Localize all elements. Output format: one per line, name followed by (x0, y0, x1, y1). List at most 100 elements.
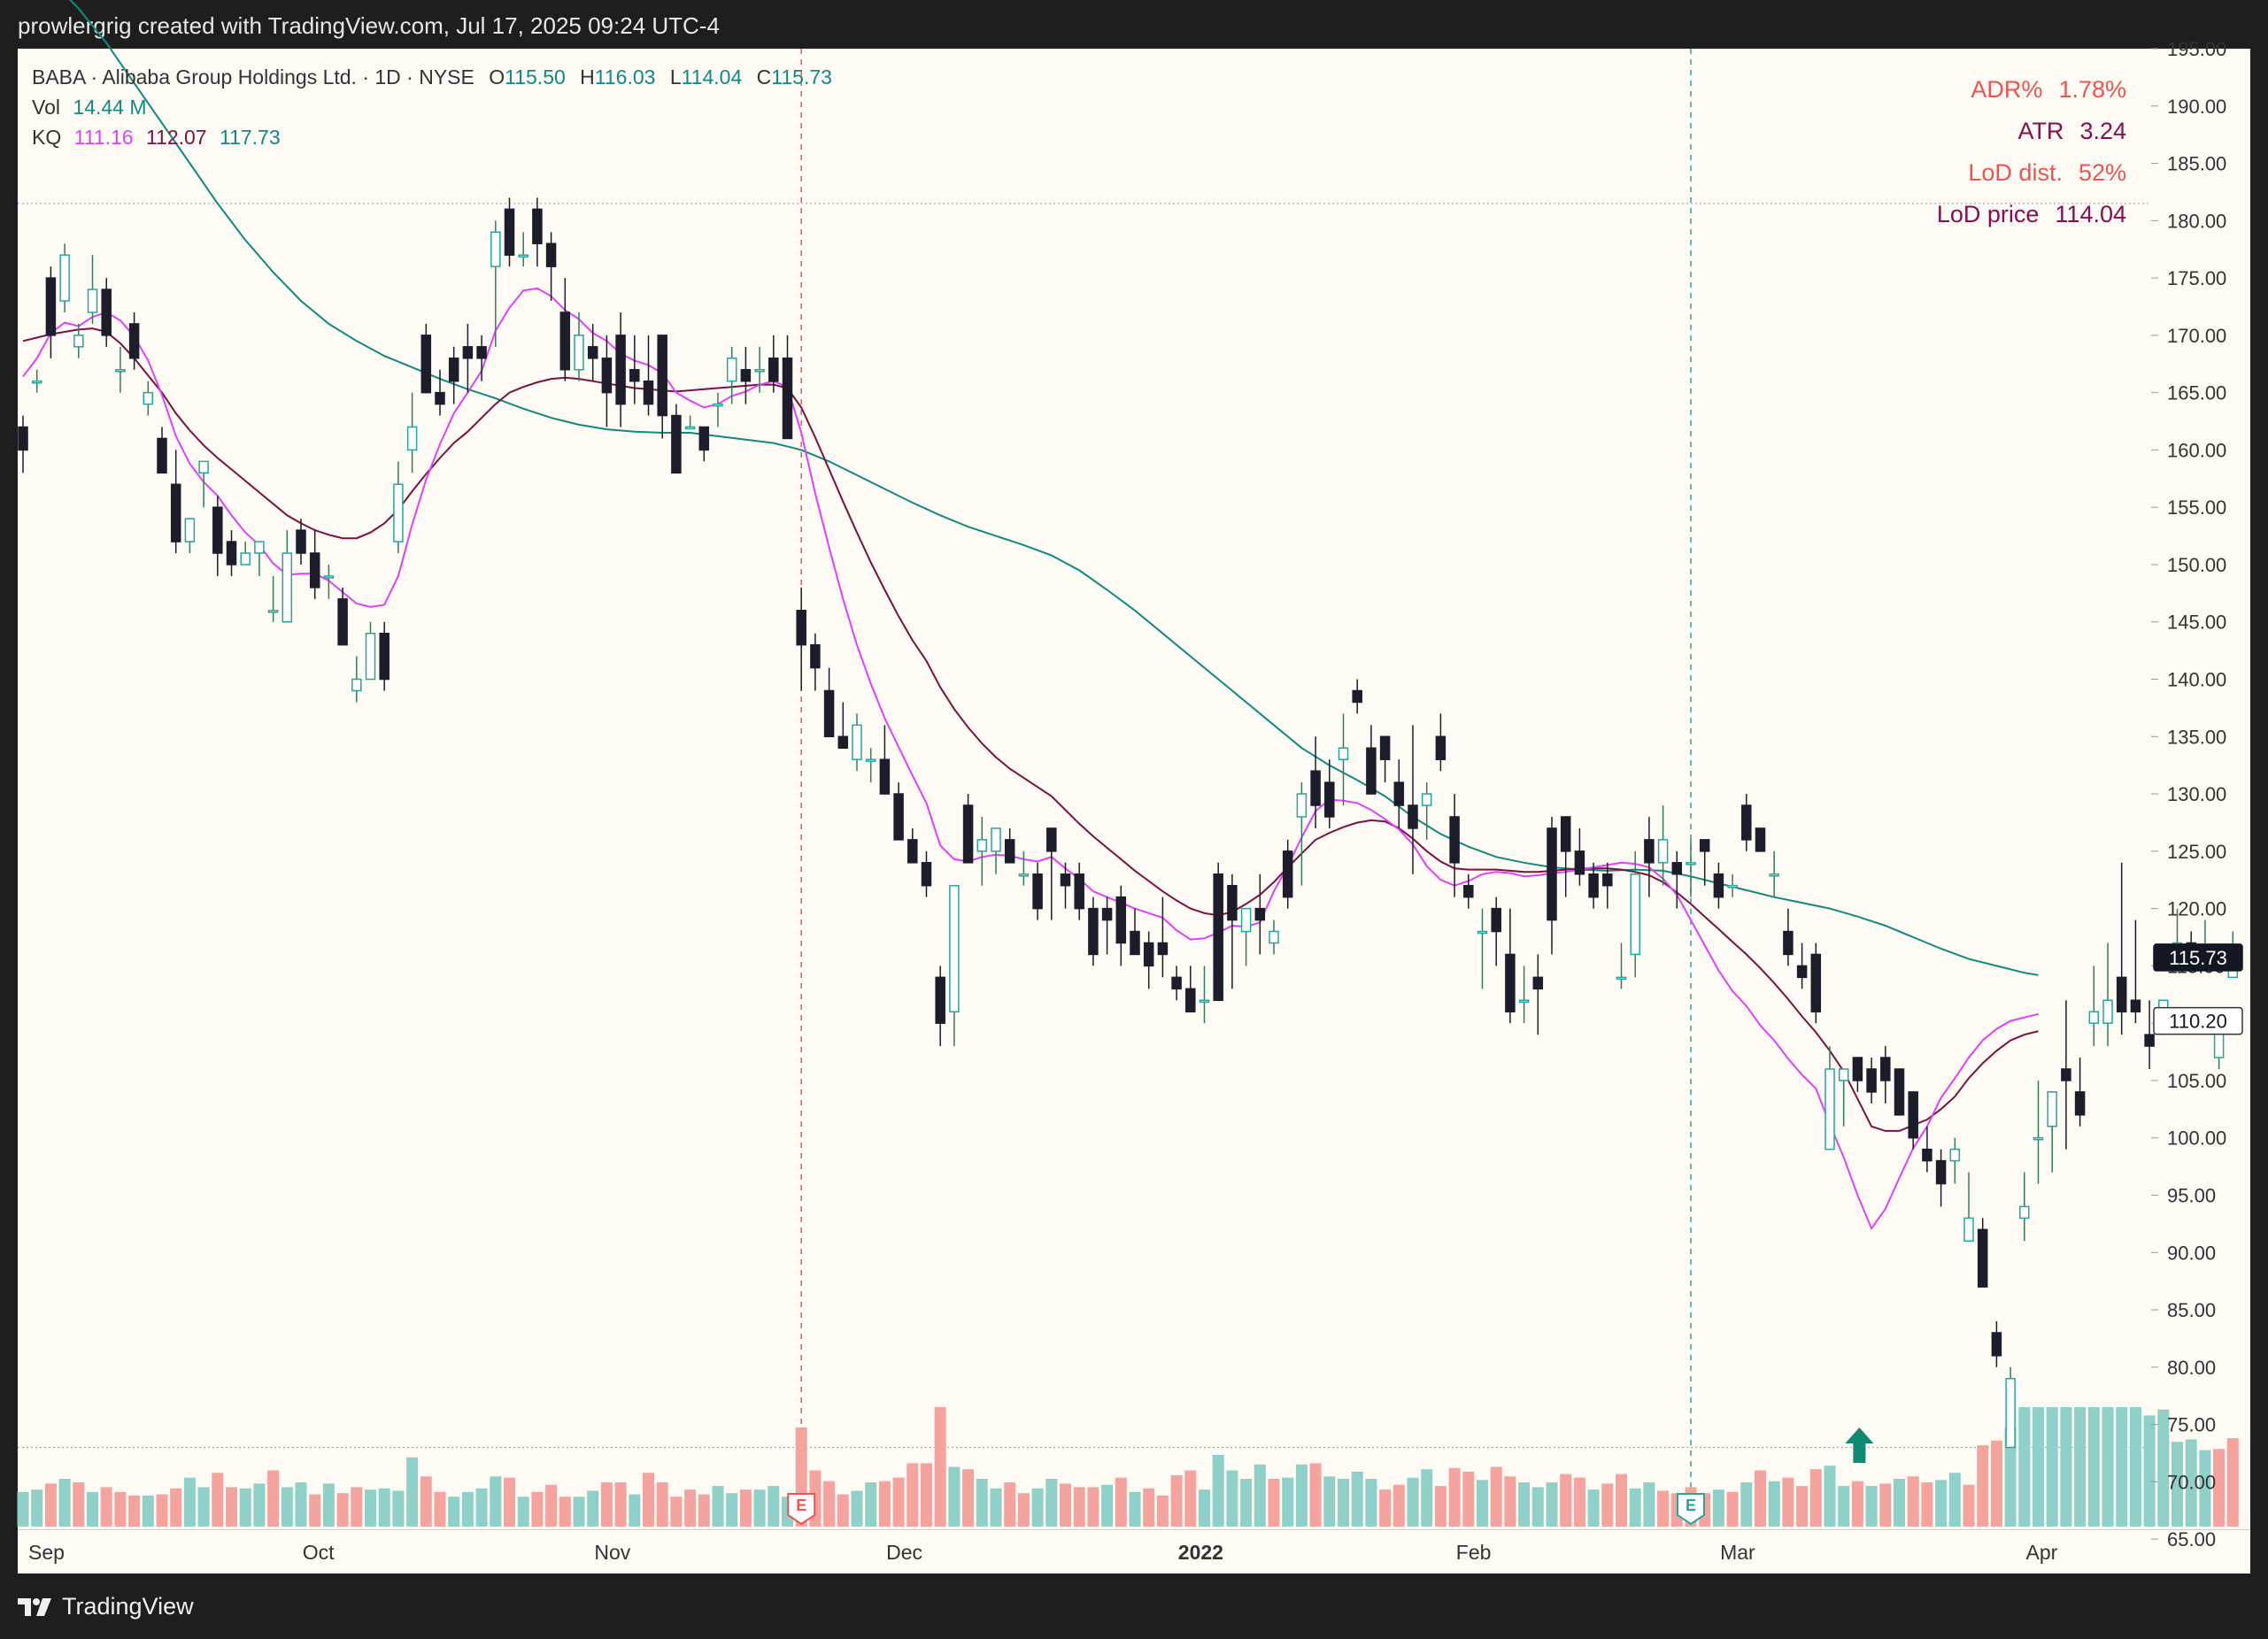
candle (837, 702, 849, 749)
candle-body (796, 610, 806, 646)
tradingview-logo[interactable]: TradingView (18, 1593, 194, 1620)
candle (379, 621, 390, 691)
candle-body (420, 335, 432, 394)
candle-body (1866, 1068, 1877, 1093)
candle-body (1408, 804, 1418, 829)
volume-bar (1143, 1488, 1155, 1527)
volume-bar (378, 1488, 390, 1527)
price-tick-label: 135.00 (2167, 726, 2226, 748)
candle-body (1838, 1068, 1849, 1081)
volume-bar (212, 1473, 224, 1527)
volume-bar (614, 1482, 627, 1527)
candle-body (212, 506, 223, 554)
candle (1727, 873, 1738, 897)
volume-bar (753, 1489, 766, 1527)
candle-body (337, 598, 348, 646)
volume-bar (1379, 1489, 1392, 1527)
candle-body (157, 437, 167, 474)
candle-body (1769, 873, 1779, 877)
price-tick-label: 95.00 (2167, 1184, 2216, 1206)
candle-body (1908, 1091, 1918, 1139)
candle (212, 496, 223, 576)
legend-kq-row[interactable]: KQ 111.16 112.07 117.73 (32, 122, 832, 152)
volume-bar (1546, 1482, 1558, 1527)
time-axis[interactable] (18, 1529, 2250, 1574)
volume-bar (1295, 1464, 1308, 1527)
volume-bar (559, 1497, 571, 1527)
symbol-title[interactable]: BABA · Alibaba Group Holdings Ltd. · 1D … (32, 65, 474, 88)
legend-volume-row[interactable]: Vol 14.44 M (32, 92, 832, 122)
volume-bar (1726, 1491, 1739, 1527)
candle-body (101, 289, 112, 336)
price-axis[interactable] (2151, 49, 2250, 1574)
candle (87, 255, 98, 324)
time-axis-label: Oct (303, 1541, 335, 1564)
candle-body (1254, 907, 1266, 921)
candle (1310, 736, 1321, 828)
price-tick-label: 120.00 (2167, 898, 2226, 920)
candle-body (267, 610, 279, 613)
volume-bar (1129, 1491, 1141, 1527)
candle (1963, 1172, 1974, 1243)
candle (462, 323, 474, 393)
kq-fast-value: 111.16 (73, 126, 134, 149)
volume-bar (587, 1490, 599, 1527)
volume-bar (406, 1457, 419, 1527)
candle (170, 450, 181, 554)
candle (852, 713, 862, 772)
volume-bar (990, 1488, 1002, 1527)
volume-bar (517, 1497, 529, 1527)
candle (1644, 816, 1655, 897)
candle (782, 335, 793, 440)
candle-body (2116, 976, 2127, 1012)
candle (671, 404, 682, 474)
candle (128, 312, 140, 370)
plot-area[interactable] (18, 49, 2151, 1574)
volume-bar (87, 1491, 98, 1527)
candle-body (1657, 839, 1669, 864)
ohlc-high: 116.03 (594, 65, 656, 88)
volume-bar (1838, 1486, 1850, 1527)
candle (1671, 850, 1683, 909)
candle (684, 415, 696, 430)
volume-bar (1268, 1479, 1280, 1527)
volume-bar (351, 1487, 363, 1527)
candle-body (657, 335, 667, 417)
candle-body (170, 483, 181, 542)
candle-body (1602, 873, 1613, 887)
candle-body (949, 884, 960, 1012)
volume-bar (1851, 1481, 1863, 1527)
candle-body (1046, 827, 1057, 852)
candle (1282, 839, 1293, 909)
candle-body (1977, 1228, 1988, 1288)
volume-bar (1226, 1470, 1238, 1527)
volume-bar (739, 1489, 752, 1527)
ema-fast-line (22, 287, 2039, 1231)
volume-bar (309, 1494, 321, 1527)
candle-body (615, 335, 626, 405)
candle-body (1101, 907, 1113, 921)
volume-bar (1768, 1481, 1780, 1527)
price-axis-ticks: 195.00 190.00 185.00 180.00 175.00 170.00 165.… (2151, 38, 2226, 1551)
candle-body (87, 289, 98, 313)
volume-bar (226, 1487, 237, 1527)
candle-body (1185, 988, 1196, 1012)
price-tick-label: 105.00 (2167, 1070, 2226, 1092)
volume-bar (128, 1495, 141, 1527)
candle (1004, 827, 1015, 864)
candle-body (1227, 884, 1238, 921)
candle-body (1477, 930, 1488, 935)
volume-bar (531, 1491, 544, 1527)
candle (1449, 794, 1460, 897)
candle-body (574, 335, 584, 371)
price-tick-label: 70.00 (2167, 1471, 2216, 1493)
candle (879, 725, 891, 795)
candle (282, 530, 293, 623)
candle-body (1699, 839, 1710, 852)
price-tick-label: 140.00 (2167, 669, 2226, 691)
earnings-badge-shape (787, 1493, 816, 1526)
volume-bar (2172, 1442, 2183, 1527)
volume-bar (448, 1497, 460, 1527)
